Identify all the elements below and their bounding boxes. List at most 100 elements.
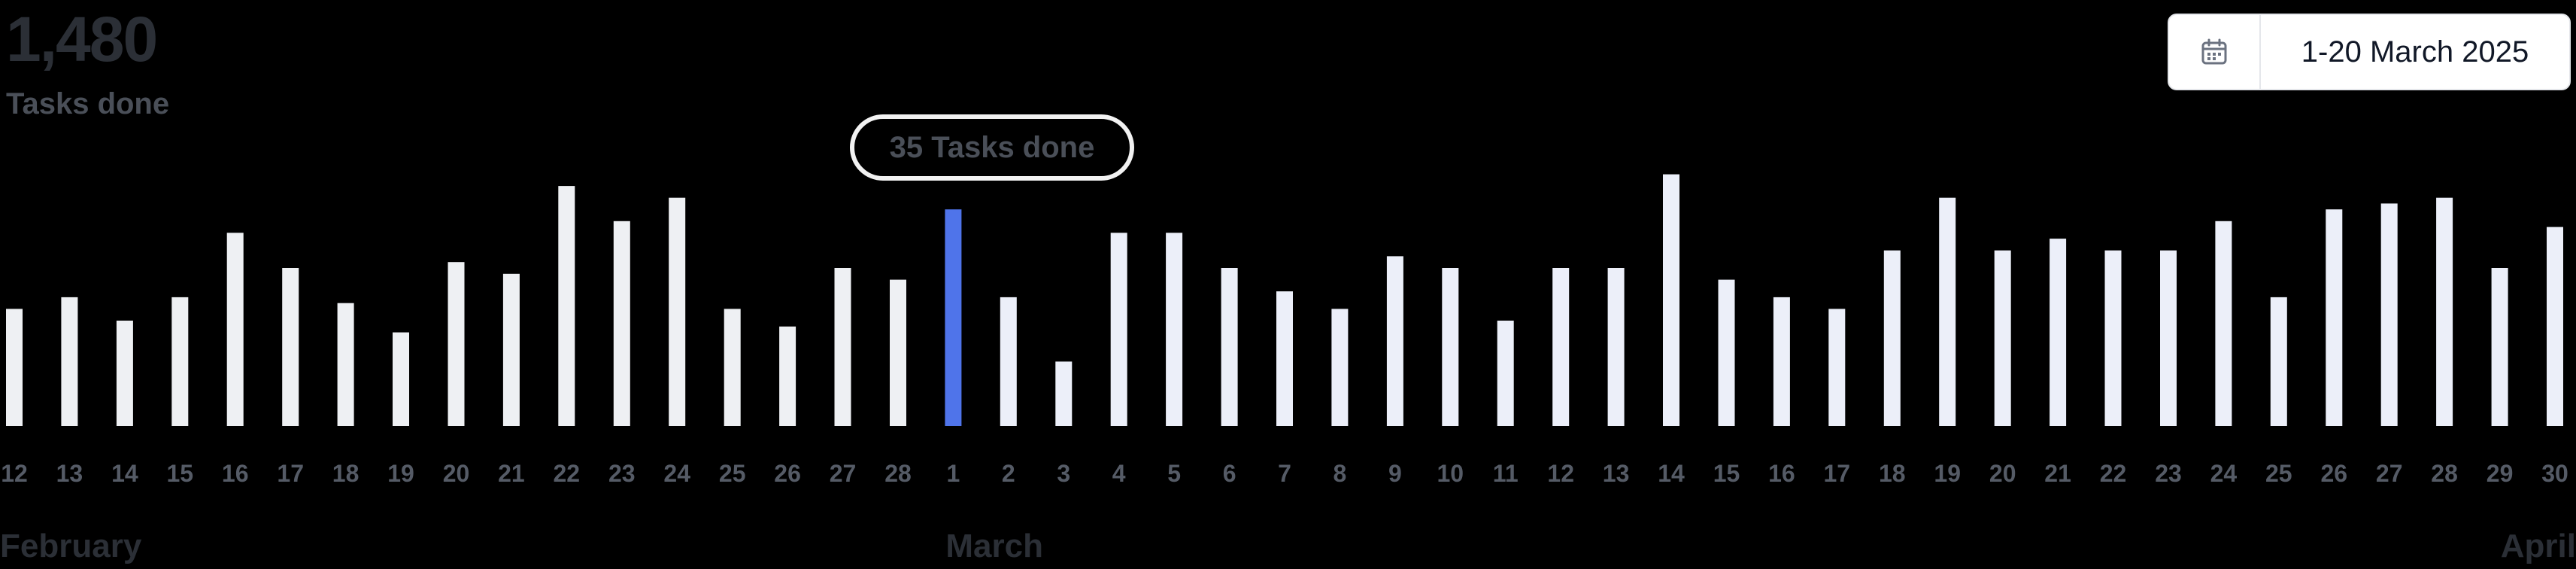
x-tick-label: 18 bbox=[1879, 460, 1906, 487]
x-tick-label: 1 bbox=[947, 460, 960, 487]
x-tick-label: 3 bbox=[1057, 460, 1070, 487]
x-tick-label: 17 bbox=[1824, 460, 1851, 487]
x-tick-label: 25 bbox=[2265, 460, 2292, 487]
x-tick-label: 26 bbox=[2321, 460, 2348, 487]
bar[interactable] bbox=[1442, 268, 1459, 426]
x-tick-label: 18 bbox=[332, 460, 360, 487]
x-tick-label: 24 bbox=[2210, 460, 2238, 487]
x-tick-label: 17 bbox=[277, 460, 304, 487]
bar[interactable] bbox=[1773, 297, 1790, 426]
x-tick-label: 7 bbox=[1278, 460, 1291, 487]
bar[interactable] bbox=[1552, 268, 1570, 426]
x-tick-label: 25 bbox=[719, 460, 746, 487]
x-tick-label: 15 bbox=[167, 460, 194, 487]
tooltip-text: 35 Tasks done bbox=[889, 130, 1095, 164]
x-tick-label: 15 bbox=[1713, 460, 1740, 487]
bar[interactable] bbox=[890, 279, 906, 426]
month-label: April bbox=[2501, 528, 2576, 564]
x-tick-label: 27 bbox=[830, 460, 857, 487]
bar[interactable] bbox=[2380, 203, 2398, 426]
bar[interactable] bbox=[116, 321, 133, 426]
x-tick-label: 16 bbox=[222, 460, 249, 487]
x-tick-label: 28 bbox=[884, 460, 912, 487]
bar[interactable] bbox=[669, 197, 686, 426]
bar[interactable] bbox=[226, 233, 244, 426]
bar[interactable] bbox=[282, 268, 299, 426]
calendar-icon bbox=[2169, 15, 2261, 89]
bar[interactable] bbox=[1718, 279, 1735, 426]
bar[interactable] bbox=[1939, 197, 1956, 426]
bar-highlighted[interactable] bbox=[945, 209, 962, 426]
bar[interactable] bbox=[2547, 227, 2563, 426]
bar[interactable] bbox=[393, 332, 409, 426]
x-tick-label: 20 bbox=[443, 460, 470, 487]
x-tick-label: 23 bbox=[2155, 460, 2182, 487]
bar[interactable] bbox=[502, 273, 520, 426]
x-tick-label: 13 bbox=[1603, 460, 1630, 487]
bar[interactable] bbox=[1055, 361, 1073, 426]
x-tick-label: 29 bbox=[2486, 460, 2514, 487]
x-tick-label: 8 bbox=[1334, 460, 1347, 487]
x-tick-label: 9 bbox=[1388, 460, 1402, 487]
x-tick-label: 19 bbox=[1934, 460, 1961, 487]
bar[interactable] bbox=[1000, 297, 1017, 426]
x-tick-label: 21 bbox=[2044, 460, 2071, 487]
bar[interactable] bbox=[834, 268, 851, 426]
bar[interactable] bbox=[61, 297, 78, 426]
x-tick-label: 24 bbox=[663, 460, 690, 487]
bar[interactable] bbox=[1994, 250, 2011, 426]
x-tick-label: 23 bbox=[608, 460, 636, 487]
x-tick-label: 22 bbox=[554, 460, 581, 487]
x-tick-label: 19 bbox=[387, 460, 414, 487]
bar[interactable] bbox=[1221, 268, 1238, 426]
bar[interactable] bbox=[2270, 297, 2287, 426]
bar-tooltip: 35 Tasks done bbox=[850, 114, 1134, 181]
bar[interactable] bbox=[2050, 239, 2067, 426]
bar[interactable] bbox=[1276, 291, 1293, 426]
bar[interactable] bbox=[2104, 250, 2122, 426]
x-tick-label: 14 bbox=[111, 460, 138, 487]
x-tick-label: 22 bbox=[2100, 460, 2127, 487]
x-tick-label: 16 bbox=[1768, 460, 1795, 487]
bar[interactable] bbox=[1828, 309, 1846, 426]
x-tick-label: 20 bbox=[1989, 460, 2016, 487]
bar[interactable] bbox=[171, 297, 189, 426]
bar[interactable] bbox=[1110, 233, 1127, 426]
x-tick-label: 12 bbox=[1, 460, 28, 487]
x-tick-label: 10 bbox=[1437, 460, 1464, 487]
bar[interactable] bbox=[6, 309, 23, 426]
bar[interactable] bbox=[1331, 309, 1349, 426]
x-tick-label: 27 bbox=[2376, 460, 2403, 487]
date-range-picker[interactable]: 1-20 March 2025 bbox=[2168, 14, 2571, 90]
bar[interactable] bbox=[1166, 233, 1183, 426]
bar[interactable] bbox=[1607, 268, 1625, 426]
x-tick-label: 13 bbox=[56, 460, 83, 487]
bar[interactable] bbox=[2491, 268, 2508, 426]
bar[interactable] bbox=[613, 221, 630, 426]
x-tick-label: 28 bbox=[2431, 460, 2458, 487]
bar[interactable] bbox=[1663, 174, 1679, 426]
bar[interactable] bbox=[1386, 256, 1403, 426]
bar[interactable] bbox=[558, 186, 575, 426]
bar[interactable] bbox=[724, 309, 741, 426]
bar[interactable] bbox=[779, 326, 796, 426]
x-tick-label: 5 bbox=[1167, 460, 1181, 487]
bar[interactable] bbox=[337, 303, 354, 426]
x-tick-label: 4 bbox=[1112, 460, 1126, 487]
x-tick-label: 30 bbox=[2541, 460, 2568, 487]
bar[interactable] bbox=[1883, 250, 1901, 426]
bar[interactable] bbox=[2436, 197, 2453, 426]
month-label: February bbox=[0, 528, 142, 564]
x-tick-label: 14 bbox=[1658, 460, 1685, 487]
bar[interactable] bbox=[2326, 209, 2343, 426]
bar[interactable] bbox=[2160, 250, 2177, 426]
x-tick-label: 12 bbox=[1547, 460, 1574, 487]
total-tasks-value: 1,480 bbox=[6, 4, 158, 75]
x-tick-label: 2 bbox=[1002, 460, 1015, 487]
bar[interactable] bbox=[448, 262, 465, 426]
bar[interactable] bbox=[1497, 321, 1514, 426]
bar[interactable] bbox=[2215, 221, 2232, 426]
month-label: March bbox=[945, 528, 1043, 564]
